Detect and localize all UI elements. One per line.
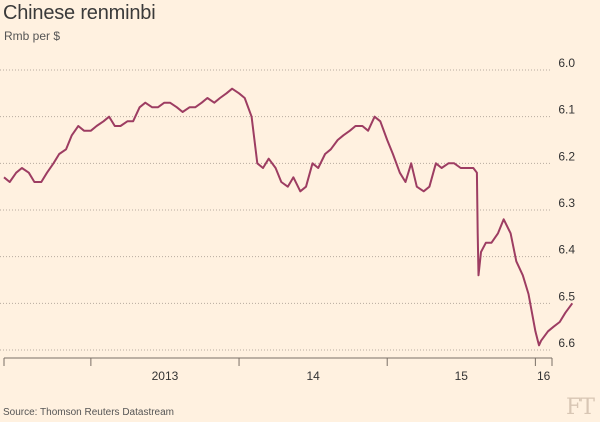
source-note: Source: Thomson Reuters Datastream xyxy=(3,407,175,418)
x-tick-label-1: 14 xyxy=(306,369,320,383)
y-tick-label-5: 6.5 xyxy=(558,289,575,303)
y-tick-label-6: 6.6 xyxy=(558,336,575,350)
x-tick-label-3: 16 xyxy=(537,369,551,383)
ft-logo: FT xyxy=(566,395,595,420)
chart-title: Chinese renminbi xyxy=(3,2,156,24)
y-tick-label-3: 6.3 xyxy=(558,196,575,210)
x-tick-label-0: 2013 xyxy=(152,369,179,383)
chart-subtitle: Rmb per $ xyxy=(4,29,61,43)
y-tick-label-4: 6.4 xyxy=(558,243,575,257)
series-line-0 xyxy=(3,87,574,347)
y-tick-label-1: 6.1 xyxy=(558,103,575,117)
y-tick-label-0: 6.0 xyxy=(558,56,575,70)
y-tick-label-2: 6.2 xyxy=(558,149,575,163)
x-tick-label-2: 15 xyxy=(455,369,469,383)
